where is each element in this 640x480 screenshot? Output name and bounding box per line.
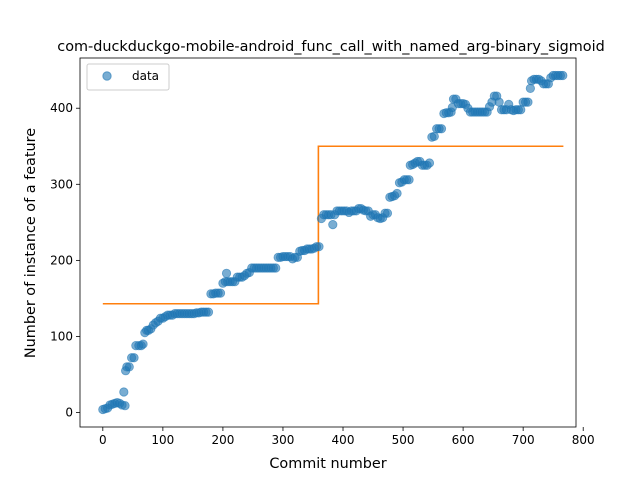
x-tick-label: 200	[211, 433, 234, 447]
plot-frame	[79, 57, 577, 428]
data-point	[392, 188, 402, 199]
data-point	[215, 288, 226, 298]
fit-line-layer	[102, 145, 564, 305]
plot-area	[80, 58, 576, 427]
legend-label-data: data	[132, 69, 159, 83]
legend-marker-data	[102, 71, 112, 81]
legend: data	[86, 63, 170, 91]
x-tick-label: 600	[452, 433, 475, 447]
y-tick-label: 300	[50, 177, 73, 191]
data-point	[129, 353, 139, 363]
x-tick-label: 100	[151, 433, 174, 447]
x-axis-ticks: 0 100 200 300 400 500 600 700 800	[99, 427, 595, 447]
data-point	[404, 175, 414, 185]
y-tick-label: 100	[50, 329, 73, 343]
x-tick-label: 500	[392, 433, 415, 447]
data-point	[119, 387, 129, 397]
data-point	[558, 70, 568, 81]
data-point	[424, 158, 435, 168]
data-point	[203, 307, 214, 317]
data-point	[516, 105, 526, 115]
fit-step-line	[102, 145, 564, 305]
y-tick-label: 0	[65, 406, 73, 420]
data-point	[436, 124, 447, 134]
data-point	[382, 208, 393, 218]
legend-box	[86, 63, 170, 91]
x-tick-label: 0	[99, 433, 107, 447]
x-tick-label: 700	[512, 433, 535, 447]
x-tick-label: 300	[272, 433, 295, 447]
data-point	[124, 362, 134, 372]
data-point	[525, 83, 535, 94]
x-tick-label: 800	[572, 433, 595, 447]
data-point	[494, 97, 504, 107]
data-point	[429, 131, 439, 141]
y-tick-label: 400	[50, 101, 73, 115]
data-point	[523, 97, 533, 107]
y-tick-label: 200	[50, 253, 73, 267]
y-axis-ticks: 0 100 200 300 400	[50, 101, 80, 420]
data-point	[138, 339, 148, 349]
y-axis-label: Number of instance of a feature	[23, 128, 39, 358]
x-tick-label: 400	[332, 433, 355, 447]
data-point	[120, 401, 130, 411]
data-point	[314, 242, 324, 252]
x-axis-label: Commit number	[269, 456, 386, 472]
chart-title: com-duckduckgo-mobile-android_func_call_…	[57, 39, 604, 55]
data-point	[328, 220, 338, 230]
data-point	[271, 263, 281, 273]
data-point	[221, 268, 232, 278]
data-points-layer	[98, 70, 568, 415]
